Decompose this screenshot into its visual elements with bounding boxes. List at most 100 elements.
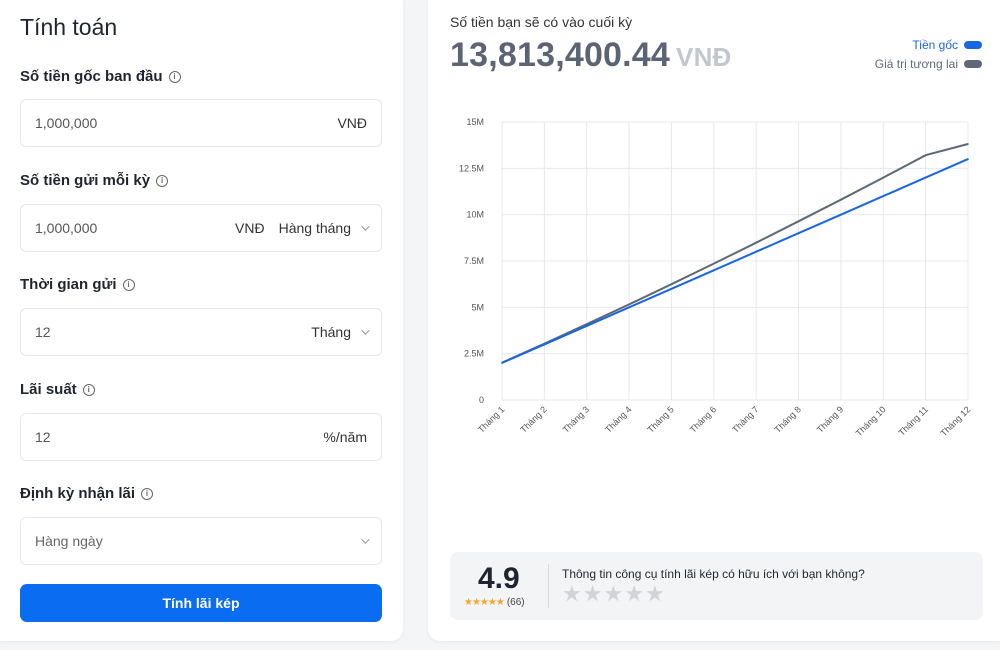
duration-label: Thời gian gửi i [20,276,135,293]
duration-label-text: Thời gian gửi [20,276,117,293]
divider [548,564,549,608]
data-point-future-value [585,323,588,325]
duration-input[interactable]: 12 Tháng [20,308,382,356]
info-icon[interactable]: i [141,487,154,500]
x-tick-label: Tháng 6 [688,404,718,434]
data-point-principal [585,325,588,327]
duration-unit-select[interactable]: Tháng [311,324,370,340]
legend-item-future-value[interactable]: Giá trị tương lai [875,57,982,71]
data-point-principal [501,362,503,364]
data-point-principal [628,306,630,309]
rate-label-text: Lãi suất [20,381,77,398]
y-tick-label: 5M [471,302,484,312]
info-icon[interactable]: i [156,174,169,187]
x-tick-label: Tháng 9 [815,404,845,434]
rating-input: ★ ★ ★ ★ ★ [562,583,665,605]
y-tick-label: 0 [479,395,484,405]
result-caption: Số tiền bạn sẽ có vào cuối kỳ [450,14,633,30]
x-tick-label: Tháng 8 [773,404,803,434]
data-point-future-value [797,220,800,223]
rate-input[interactable]: 12 %/năm [20,413,382,461]
calculate-button[interactable]: Tính lãi kép [20,584,382,622]
chevron-down-icon [361,326,370,335]
data-point-principal [713,269,715,272]
legend-item-principal[interactable]: Tiền gốc [912,38,982,52]
data-point-future-value [755,241,757,244]
duration-unit-value: Tháng [311,324,351,340]
rate-label: Lãi suất i [20,381,95,398]
x-tick-label: Tháng 4 [603,404,633,434]
legend-swatch-future-value [964,60,982,68]
info-icon[interactable]: i [122,278,135,291]
x-tick-label: Tháng 10 [854,404,888,438]
data-point-principal [840,213,842,216]
rate-unit: %/năm [323,429,367,445]
data-point-future-value [670,283,673,285]
rating-count: (66) [506,597,525,608]
star-icon-4[interactable]: ★ [624,581,644,606]
result-amount: 13,813,400.44 VNĐ [450,36,732,75]
data-point-principal [924,176,927,179]
data-point-future-value [628,303,630,306]
legend-label-future-value: Giá trị tương lai [874,57,958,71]
star-icon-1[interactable]: ★ [562,581,582,606]
payout-label-text: Định kỳ nhận lãi [20,485,136,502]
principal-label: Số tiền gốc ban đầu i [20,68,181,85]
data-point-principal [543,343,546,346]
legend-swatch-principal [964,41,982,49]
data-point-principal [967,158,969,160]
principal-value: 1,000,000 [35,115,98,131]
chart-legend: Tiền gốc Giá trị tương lai [875,38,982,71]
result-panel: Số tiền bạn sẽ có vào cuối kỳ 13,813,400… [428,0,1000,641]
y-tick-label: 7.5M [464,256,484,266]
rating-stars: ★★★★★ [464,597,505,608]
y-tick-label: 2.5M [464,349,484,359]
payout-select[interactable]: Hàng ngày [20,517,382,565]
x-tick-label: Tháng 7 [730,404,760,434]
rating-box: 4.9 ★★★★★ (66) Thông tin công cụ tính lã… [450,552,983,620]
line-chart: 0 2.5M 5M 7.5M 10M 12.5M 15M Tháng 1 Tháng 2 Thán… [459,117,972,438]
data-point-future-value [924,154,927,156]
result-currency: VNĐ [676,42,732,72]
legend-label-principal: Tiền gốc [912,38,958,52]
data-point-future-value [840,198,842,201]
y-tick-label: 15M [466,117,484,127]
calculator-panel: Tính toán Số tiền gốc ban đầu i 1,000,00… [0,0,403,641]
data-point-future-value [713,262,715,265]
star-icon-3[interactable]: ★ [603,581,624,606]
y-tick-label: 12.5M [459,163,484,173]
x-tick-label: Tháng 5 [645,404,675,434]
rate-value: 12 [35,429,51,445]
chevron-down-icon [361,222,370,231]
x-tick-label: Tháng 3 [561,404,591,434]
principal-label-text: Số tiền gốc ban đầu [20,68,163,85]
payout-value: Hàng ngày [35,533,103,549]
data-point-future-value [967,143,969,145]
deposit-label-text: Số tiền gửi mỗi kỳ [20,172,151,189]
deposit-frequency-select[interactable]: Hàng tháng [278,220,370,236]
deposit-label: Số tiền gửi mỗi kỳ i [20,172,169,189]
x-tick-label: Tháng 12 [938,404,972,438]
data-point-principal [755,250,757,253]
x-tick-label: Tháng 2 [518,404,548,434]
rating-score: 4.9 [478,562,520,595]
deposit-frequency-value: Hàng tháng [278,220,351,236]
deposit-input[interactable]: 1,000,000 VNĐ Hàng tháng [20,204,382,252]
star-icon-5[interactable]: ★ [644,581,665,606]
payout-label: Định kỳ nhận lãi i [20,485,154,502]
info-icon[interactable]: i [82,383,95,396]
chevron-down-icon [361,535,370,544]
series-line-future-value [501,143,969,364]
series-line-principal [501,158,969,364]
y-tick-label: 10M [466,210,484,220]
x-tick-label: Tháng 1 [476,404,506,434]
deposit-value: 1,000,000 [35,220,98,236]
info-icon[interactable]: i [168,70,181,83]
data-point-principal [670,288,673,290]
data-point-principal [882,195,885,197]
principal-input[interactable]: 1,000,000 VNĐ [20,99,382,147]
calculator-title: Tính toán [20,14,118,40]
star-icon-2[interactable]: ★ [582,581,603,606]
principal-unit: VNĐ [337,115,367,131]
deposit-unit: VNĐ [235,220,265,236]
